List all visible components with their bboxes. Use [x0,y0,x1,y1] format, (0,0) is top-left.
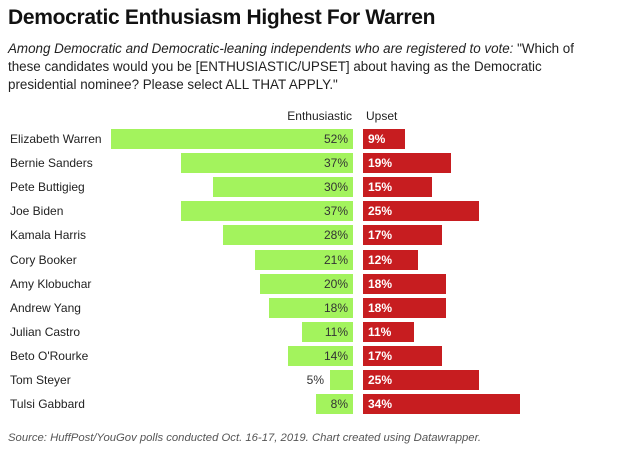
chart-subtitle: Among Democratic and Democratic-leaning … [8,40,608,94]
value-label-upset: 11% [368,325,392,339]
bar-upset [363,370,479,390]
value-label-upset: 17% [368,349,393,363]
value-label-enthusiastic: 20% [323,277,348,291]
bar-enthusiastic [288,346,353,366]
bar-upset [363,201,479,221]
value-label-enthusiastic: 5% [306,373,324,387]
row-label: Amy Klobuchar [10,277,92,291]
row-label: Julian Castro [10,325,81,339]
value-label-upset: 25% [368,204,393,218]
value-label-enthusiastic: 37% [323,156,348,170]
row-label: Kamala Harris [10,228,87,242]
bar-upset [363,346,442,366]
value-label-upset: 34% [368,397,393,411]
value-label-upset: 12% [368,253,393,267]
row-label: Tom Steyer [10,373,71,387]
source-note: Source: HuffPost/YouGov polls conducted … [8,432,482,444]
bar-enthusiastic [260,274,353,294]
value-label-upset: 9% [368,132,386,146]
column-header-enthusiastic: Enthusiastic [287,109,352,123]
value-label-enthusiastic: 28% [323,228,348,242]
bar-enthusiastic [316,394,353,414]
value-label-upset: 19% [368,156,393,170]
row-label: Andrew Yang [10,301,81,315]
bar-upset [363,274,446,294]
row-label: Elizabeth Warren [10,132,102,146]
bar-enthusiastic [269,298,353,318]
bar-upset [363,394,520,414]
value-label-enthusiastic: 37% [323,204,348,218]
bar-enthusiastic [223,225,353,245]
subtitle-question: "Which of these candidates would you be … [8,41,574,92]
bar-enthusiastic [302,322,353,342]
value-label-enthusiastic: 8% [330,397,348,411]
row-label: Pete Buttigieg [10,180,85,194]
bar-enthusiastic [111,129,353,149]
value-label-upset: 15% [368,180,393,194]
bar-upset [363,177,432,197]
row-label: Cory Booker [10,253,77,267]
row-label: Joe Biden [10,204,64,218]
bar-enthusiastic [181,153,353,173]
row-label: Tulsi Gabbard [10,397,85,411]
value-label-upset: 18% [368,277,393,291]
row-label: Bernie Sanders [10,156,93,170]
subtitle-intro: Among Democratic and Democratic-leaning … [8,41,514,56]
column-header-upset: Upset [366,109,398,123]
bar-upset [363,322,414,342]
bar-enthusiastic [181,201,353,221]
bar-upset [363,129,405,149]
bar-enthusiastic [330,370,353,390]
chart-title: Democratic Enthusiasm Highest For Warren [8,6,436,29]
value-label-upset: 25% [368,373,393,387]
value-label-enthusiastic: 21% [323,253,348,267]
bar-enthusiastic [213,177,353,197]
value-label-upset: 18% [368,301,393,315]
bar-upset [363,153,451,173]
value-label-enthusiastic: 30% [323,180,348,194]
bar-upset [363,250,418,270]
value-label-enthusiastic: 52% [323,132,348,146]
bar-enthusiastic [255,250,353,270]
value-label-enthusiastic: 11% [324,325,348,339]
bar-upset [363,298,446,318]
value-label-upset: 17% [368,228,393,242]
bar-upset [363,225,442,245]
row-label: Beto O'Rourke [10,349,89,363]
value-label-enthusiastic: 14% [323,349,348,363]
value-label-enthusiastic: 18% [323,301,348,315]
